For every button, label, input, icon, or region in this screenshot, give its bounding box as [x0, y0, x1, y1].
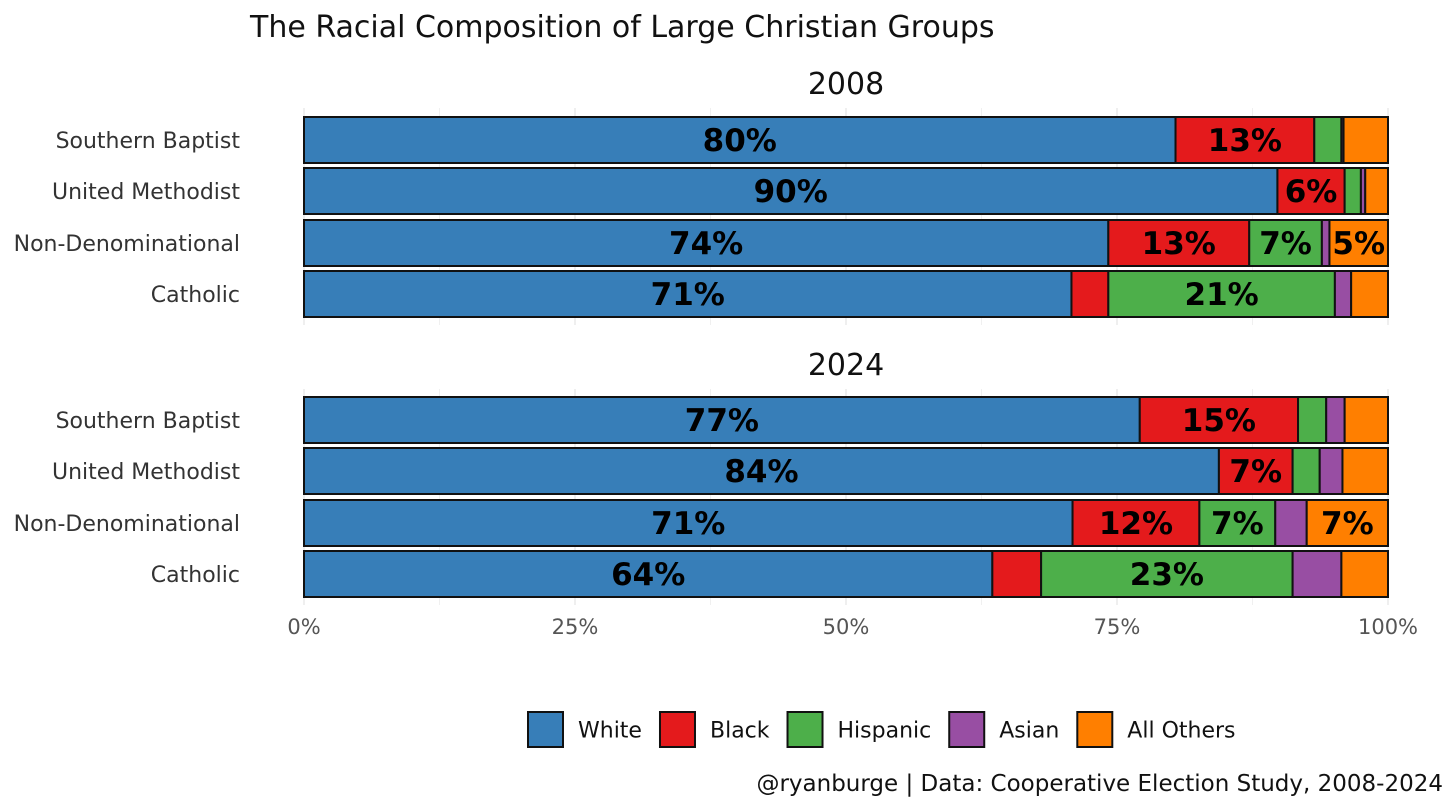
data-label: 12%: [1099, 506, 1173, 542]
bar-segment-asian: [1318, 447, 1344, 495]
legend-item-all-others: All Others: [1076, 711, 1236, 748]
legend-item-asian: Asian: [948, 711, 1059, 748]
category-label: Catholic: [151, 283, 240, 308]
bar-segment-hispanic: [1343, 167, 1362, 215]
legend-label: All Others: [1127, 719, 1235, 744]
data-label: 13%: [1208, 123, 1282, 159]
bar-segment-black: [1107, 219, 1251, 267]
bar-segment-all-others: [1343, 396, 1390, 444]
category-label: Southern Baptist: [56, 129, 241, 154]
bar-segment-asian: [1333, 270, 1353, 318]
legend-item-hispanic: Hispanic: [786, 711, 932, 748]
chart-title: The Racial Composition of Large Christia…: [249, 10, 995, 45]
data-label: 21%: [1185, 277, 1259, 313]
bar-segment-hispanic: [1198, 499, 1277, 547]
data-label: 71%: [651, 506, 725, 542]
category-label: Non-Denominational: [14, 232, 240, 257]
bar-row-southern-baptist: Southern Baptist 77% 15%: [56, 396, 1390, 444]
panel-2008: 2008 Southern Baptist 80% 13% United Methodi…: [14, 67, 1390, 325]
bar-segment-all-others: [1342, 116, 1390, 164]
bar-segment-black: [1070, 270, 1110, 318]
bar-segment-all-others: [1328, 219, 1389, 267]
category-label: Non-Denominational: [14, 512, 240, 537]
bar-segment-black: [1217, 447, 1294, 495]
chart-caption: @ryanburge | Data: Cooperative Election …: [756, 771, 1443, 797]
legend-item-black: Black: [658, 711, 770, 748]
panel-title-2024: 2024: [808, 348, 884, 383]
x-tick-label: 25%: [552, 615, 599, 639]
bar-segment-all-others: [1350, 270, 1390, 318]
data-label: 5%: [1332, 226, 1385, 262]
data-label: 7%: [1259, 226, 1312, 262]
category-label: United Methodist: [52, 180, 240, 205]
bar-segment-hispanic: [1040, 550, 1294, 598]
bar-segment-all-others: [1341, 447, 1390, 495]
data-label: 71%: [651, 277, 725, 313]
x-tick-label: 75%: [1094, 615, 1141, 639]
legend-label: Black: [710, 719, 770, 744]
data-label: 90%: [754, 174, 828, 210]
bar-segment-asian: [1274, 499, 1308, 547]
x-tick-label: 100%: [1358, 615, 1418, 639]
legend-swatch: [658, 711, 696, 748]
bar-segment-all-others: [1364, 167, 1389, 215]
bar-row-united-methodist: United Methodist 84% 7%: [52, 447, 1390, 495]
data-label: 23%: [1130, 557, 1204, 593]
bar-segment-asian: [1320, 219, 1331, 267]
data-label: 6%: [1285, 174, 1338, 210]
data-label: 13%: [1142, 226, 1216, 262]
x-tick-label: 0%: [287, 615, 320, 639]
category-label: Southern Baptist: [56, 409, 241, 434]
bar-segment-white: [303, 499, 1074, 547]
bar-row-non-denominational: Non-Denominational 71% 12% 7% 7%: [14, 499, 1389, 547]
bar-row-catholic: Catholic 64% 23%: [151, 550, 1389, 598]
data-label: 77%: [685, 403, 759, 439]
legend-swatch: [527, 711, 564, 748]
x-tick-label: 50%: [823, 615, 870, 639]
legend-label: Hispanic: [838, 719, 932, 744]
bar-segment-hispanic: [1291, 447, 1321, 495]
legend-swatch: [786, 711, 824, 748]
bar-row-southern-baptist: Southern Baptist 80% 13%: [56, 116, 1390, 164]
bar-segment-black: [1174, 116, 1316, 164]
panel-2024: 2024 Southern Baptist 77% 15% United Methodi…: [14, 348, 1418, 639]
data-label: 80%: [703, 123, 777, 159]
bar-segment-hispanic: [1297, 396, 1328, 444]
legend-label: Asian: [999, 719, 1059, 744]
data-label: 7%: [1229, 454, 1282, 490]
data-label: 84%: [724, 454, 798, 490]
bar-segment-all-others: [1305, 499, 1389, 547]
data-label: 64%: [611, 557, 685, 593]
bar-segment-hispanic: [1248, 219, 1323, 267]
legend-swatch: [1076, 711, 1114, 748]
data-label: 15%: [1182, 403, 1256, 439]
data-label: 74%: [669, 226, 743, 262]
bar-segment-white: [303, 219, 1110, 267]
bar-segment-hispanic: [1107, 270, 1336, 318]
bar-segment-hispanic: [1313, 116, 1343, 164]
bar-row-catholic: Catholic 71% 21%: [151, 270, 1390, 318]
data-label: 7%: [1211, 506, 1264, 542]
bar-segment-all-others: [1340, 550, 1389, 598]
bar-row-non-denominational: Non-Denominational 74% 13% 7% 5%: [14, 219, 1389, 267]
legend-swatch: [948, 711, 986, 748]
bar-segment-asian: [1325, 396, 1346, 444]
bar-segment-black: [1276, 167, 1346, 215]
category-label: Catholic: [151, 563, 240, 588]
bar-row-united-methodist: United Methodist 90% 6%: [52, 167, 1389, 215]
category-label: United Methodist: [52, 460, 240, 485]
legend-item-white: White: [527, 711, 642, 748]
data-label: 7%: [1321, 506, 1374, 542]
legend: White Black Hispanic Asian All Others: [527, 711, 1236, 748]
bar-segment-black: [991, 550, 1043, 598]
x-axis: 0% 25% 50% 75% 100%: [287, 615, 1418, 639]
legend-label: White: [578, 719, 642, 744]
panel-title-2008: 2008: [808, 67, 884, 102]
chart-panels: 2008 Southern Baptist 80% 13% United Methodi…: [14, 67, 1418, 639]
bar-segment-asian: [1291, 550, 1343, 598]
